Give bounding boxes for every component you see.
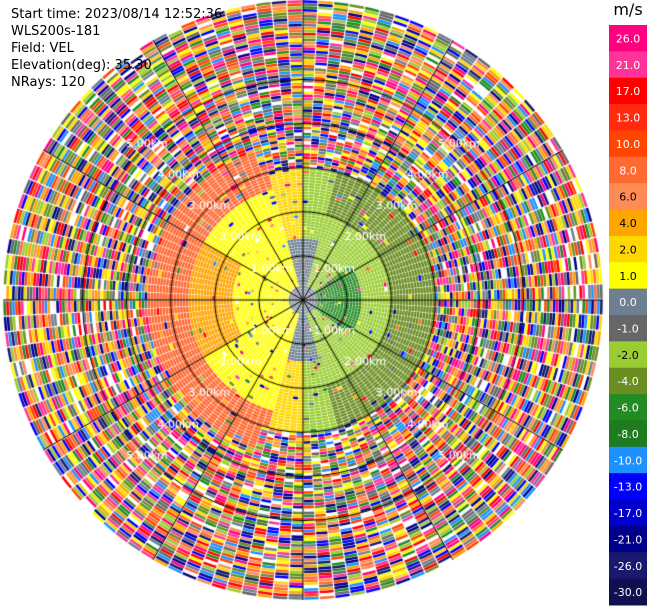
colorbar-swatch [609,51,647,79]
colorbar-tick-label: 6.0 [619,191,637,204]
colorbar-tick-label: -8.0 [617,428,638,441]
colorbar-tick-label: 17.0 [616,85,641,98]
colorbar-swatch [609,209,647,237]
colorbar-tick-label: 13.0 [616,112,641,125]
colorbar-swatch [609,183,647,211]
colorbar-swatch [609,473,647,501]
colorbar-swatch [609,525,647,553]
colorbar-tick-label: 8.0 [619,164,637,177]
colorbar-tick-label: 0.0 [619,296,637,309]
colorbar-swatch [609,446,647,474]
colorbar-swatch [609,552,647,580]
colorbar-tick-label: -4.0 [617,375,638,388]
colorbar-tick-label: 10.0 [616,138,641,151]
nrays-label: NRays: 120 [11,75,86,90]
colorbar-swatch [609,341,647,369]
colorbar-swatch [609,420,647,448]
colorbar-swatch [609,25,647,52]
colorbar-swatch [609,288,647,316]
colorbar-tick-label: 26.0 [616,33,641,46]
colorbar-swatch [609,235,647,263]
field-label: Field: VEL [11,41,74,56]
colorbar-swatch [609,262,647,290]
colorbar-tick-label: 1.0 [619,270,637,283]
elevation-label: Elevation(deg): 35.30 [11,58,152,73]
start-time-label: Start time: 2023/08/14 12:52:36 [11,7,223,22]
colorbar-tick-label: -21.0 [614,533,642,546]
colorbar-tick-label: -2.0 [617,349,638,362]
colorbar-tick-label: -10.0 [614,454,642,467]
colorbar-swatch [609,315,647,342]
colorbar-swatch [609,156,647,184]
colorbar-swatch [609,394,647,421]
colorbar-tick-label: -6.0 [617,402,638,415]
colorbar-tick-label: -26.0 [614,560,642,573]
colorbar-tick-label: 21.0 [616,59,641,72]
colorbar-swatch [609,130,647,158]
colorbar-swatch [609,578,647,606]
colorbar-swatch [609,499,647,527]
instrument-label: WLS200s-181 [11,24,101,39]
colorbar-tick-label: -17.0 [614,507,642,520]
colorbar-tick-label: 4.0 [619,217,637,230]
colorbar-swatch [609,367,647,395]
colorbar-tick-label: -30.0 [614,586,642,599]
colorbar-swatch [609,104,647,131]
colorbar-tick-label: -1.0 [617,323,638,336]
colorbar-unit: m/s [613,0,643,19]
colorbar-tick-label: -13.0 [614,481,642,494]
colorbar-tick-label: 2.0 [619,243,637,256]
colorbar-swatch [609,77,647,105]
